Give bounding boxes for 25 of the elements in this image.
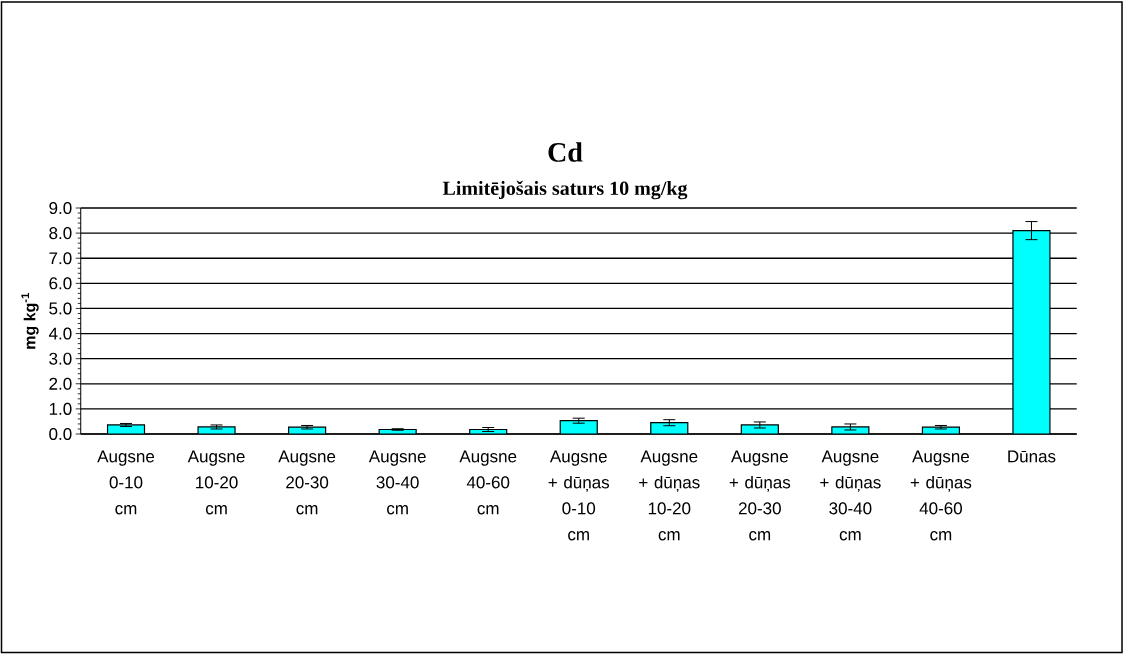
y-tick-label: 9.0	[49, 201, 72, 215]
x-tick-label: Augsne + dūņas 10-20 cm	[639, 450, 700, 541]
x-tick-label: Augsne + dūņas 30-40 cm	[820, 450, 881, 541]
y-tick-label: 0.0	[49, 427, 72, 441]
y-tick-label: 6.0	[49, 277, 72, 290]
x-tick-label: Augsne 20-30 cm	[278, 450, 336, 515]
x-tick-label: Augsne 40-60 cm	[459, 450, 517, 515]
x-tick-label: Dūnas	[1008, 450, 1056, 463]
x-tick-label: Augsne + dūņas 0-10 cm	[548, 450, 610, 541]
y-tick-label: 1.0	[49, 402, 72, 415]
y-tick-label: 7.0	[49, 252, 72, 265]
y-tick-label: 3.0	[49, 352, 72, 365]
y-tick-label: 4.0	[48, 327, 72, 340]
y-axis-title: mg kg$^{-1}$	[21, 293, 39, 349]
x-tick-label: Augsne + dūņas 40-60 cm	[910, 450, 972, 541]
x-tick-label: Augsne 10-20 cm	[187, 450, 245, 515]
x-tick-label: Augsne 30-40 cm	[368, 450, 426, 515]
chart-subtitle: Limitējošais saturs 10 mg/kg	[442, 180, 688, 200]
x-tick-label: Augsne + dūņas 20-30 cm	[729, 450, 791, 541]
bar	[1012, 230, 1051, 434]
y-tick-label: 8.0	[49, 227, 72, 240]
y-tick-label: 2.0	[49, 377, 72, 390]
y-tick-label: 5.0	[49, 302, 72, 315]
chart-title: Cd	[548, 142, 583, 162]
x-tick-label: Augsne 0-10 cm	[97, 450, 155, 515]
